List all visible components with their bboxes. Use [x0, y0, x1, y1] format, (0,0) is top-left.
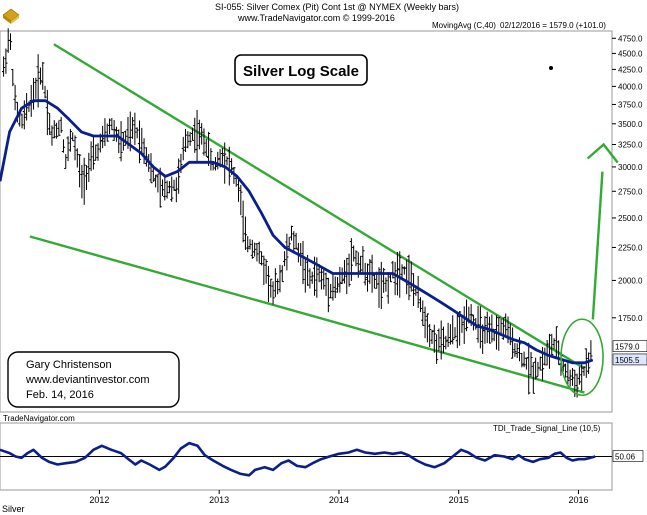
- moving-average-line: [0, 99, 594, 365]
- x-tick-label: 2014: [329, 495, 349, 505]
- y-tick-label: 4000.0: [618, 82, 643, 91]
- x-tick-label: 2013: [209, 495, 229, 505]
- quote-label: 02/12/2016 = 1579.0 (+101.0): [500, 21, 606, 30]
- footer-label: Silver: [2, 504, 25, 514]
- header-title: SI-055: Silver Comex (Pit) Cont 1st @ NY…: [215, 2, 459, 12]
- x-tick-label: 2012: [89, 495, 109, 505]
- y-tick-label: 2250.0: [618, 243, 643, 252]
- chart-title-box: [234, 54, 368, 86]
- indicator-value: 50.06: [615, 453, 636, 462]
- projection-arrow: [591, 171, 604, 320]
- y-tick-label: 4500.0: [618, 49, 643, 58]
- y-tick-label: 2000.0: [618, 276, 643, 285]
- y-tick-label: 1750.0: [618, 314, 643, 323]
- y-tick-label: 3000.0: [618, 163, 643, 172]
- marker-dot: [549, 66, 553, 70]
- price-layer: 1579.0 1505.5: [0, 28, 647, 398]
- highlight-ellipse: [560, 318, 604, 397]
- y-tick-label: 3750.0: [618, 100, 643, 109]
- x-tick-label: 2015: [449, 495, 469, 505]
- trendline-lower: [29, 235, 585, 394]
- header-copyright: www.TradeNavigator.com © 1999-2016: [237, 13, 395, 23]
- author-website: www.deviantinvestor.com: [25, 374, 150, 386]
- projection-arrow-head: [586, 142, 619, 164]
- y-tick-label: 3500.0: [618, 120, 643, 129]
- x-tick-label: 2016: [568, 495, 588, 505]
- x-axis: 2012 2013 2014 2015 2016: [89, 490, 588, 505]
- last-close-flag: [612, 340, 647, 352]
- y-tick-label: 4750.0: [618, 34, 643, 43]
- chart-title: Silver Log Scale: [243, 63, 359, 80]
- moving-average-label: MovingAvg (C,40): [432, 21, 496, 30]
- author-date: Feb. 14, 2016: [26, 389, 94, 401]
- indicator-flag: [612, 450, 644, 462]
- indicator-line: [0, 441, 596, 477]
- y-tick-label: 4250.0: [618, 65, 643, 74]
- y-tick-label: 2750.0: [618, 187, 643, 196]
- author-name: Gary Christenson: [26, 359, 112, 371]
- last-close-value: 1579.0: [615, 343, 640, 352]
- ma-last-value: 1505.5: [615, 356, 640, 365]
- author-box: [7, 351, 180, 408]
- ma-last-flag: [612, 353, 647, 366]
- watermark: TradeNavigator.com: [3, 414, 75, 423]
- gold-bars-icon: [2, 8, 20, 24]
- price-panel-frame: [0, 30, 613, 413]
- indicator-label: TDI_Trade_Signal_Line (10,5): [493, 424, 601, 433]
- trendline-upper: [53, 43, 586, 370]
- y-axis: 1750.0 2000.0 2250.0 2500.0 2750.0 3000.0 3250…: [612, 34, 643, 323]
- y-tick-label: 3250.0: [618, 141, 643, 150]
- indicator-layer: 50.06: [0, 441, 644, 477]
- y-tick-label: 2500.0: [618, 214, 643, 223]
